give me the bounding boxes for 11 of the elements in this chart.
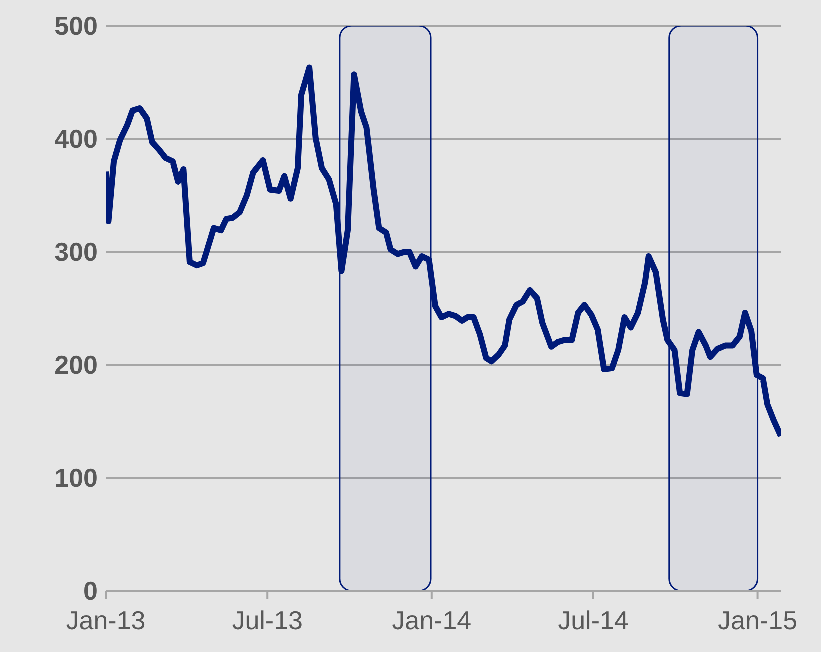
y-tick-label: 400 [54, 124, 98, 154]
x-tick-label: Jul-14 [558, 605, 629, 636]
y-tick-label: 0 [84, 576, 98, 606]
x-tick-label: Jan-14 [392, 605, 472, 636]
y-tick-label: 100 [54, 463, 98, 494]
y-tick-label: 200 [54, 350, 98, 380]
y-tick-label: 300 [54, 237, 98, 268]
x-tick-label: Jul-13 [232, 605, 304, 636]
y-tick-label: 500 [54, 11, 98, 42]
x-tick-label: Jan-15 [718, 605, 798, 636]
x-tick-label: Jan-13 [66, 605, 146, 636]
